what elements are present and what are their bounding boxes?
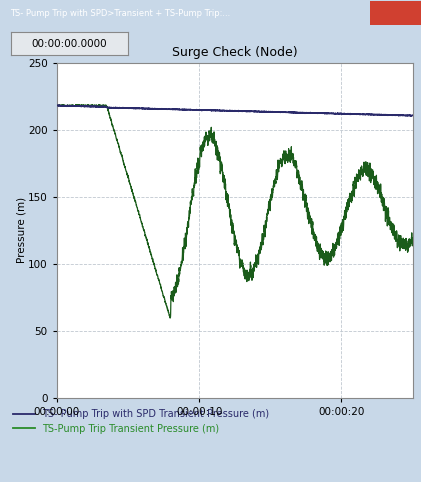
Legend: TS- Pump Trip with SPD Transient Pressure (m), TS-Pump Trip Transient Pressure (: TS- Pump Trip with SPD Transient Pressur… bbox=[13, 409, 269, 434]
Bar bbox=[370, 1, 421, 25]
Y-axis label: Pressure (m): Pressure (m) bbox=[17, 197, 27, 263]
Title: Surge Check (Node): Surge Check (Node) bbox=[172, 46, 298, 59]
Text: TS- Pump Trip with SPD>Transient + TS-Pump Trip:...: TS- Pump Trip with SPD>Transient + TS-Pu… bbox=[11, 9, 231, 18]
Text: 00:00:00.0000: 00:00:00.0000 bbox=[32, 39, 107, 49]
